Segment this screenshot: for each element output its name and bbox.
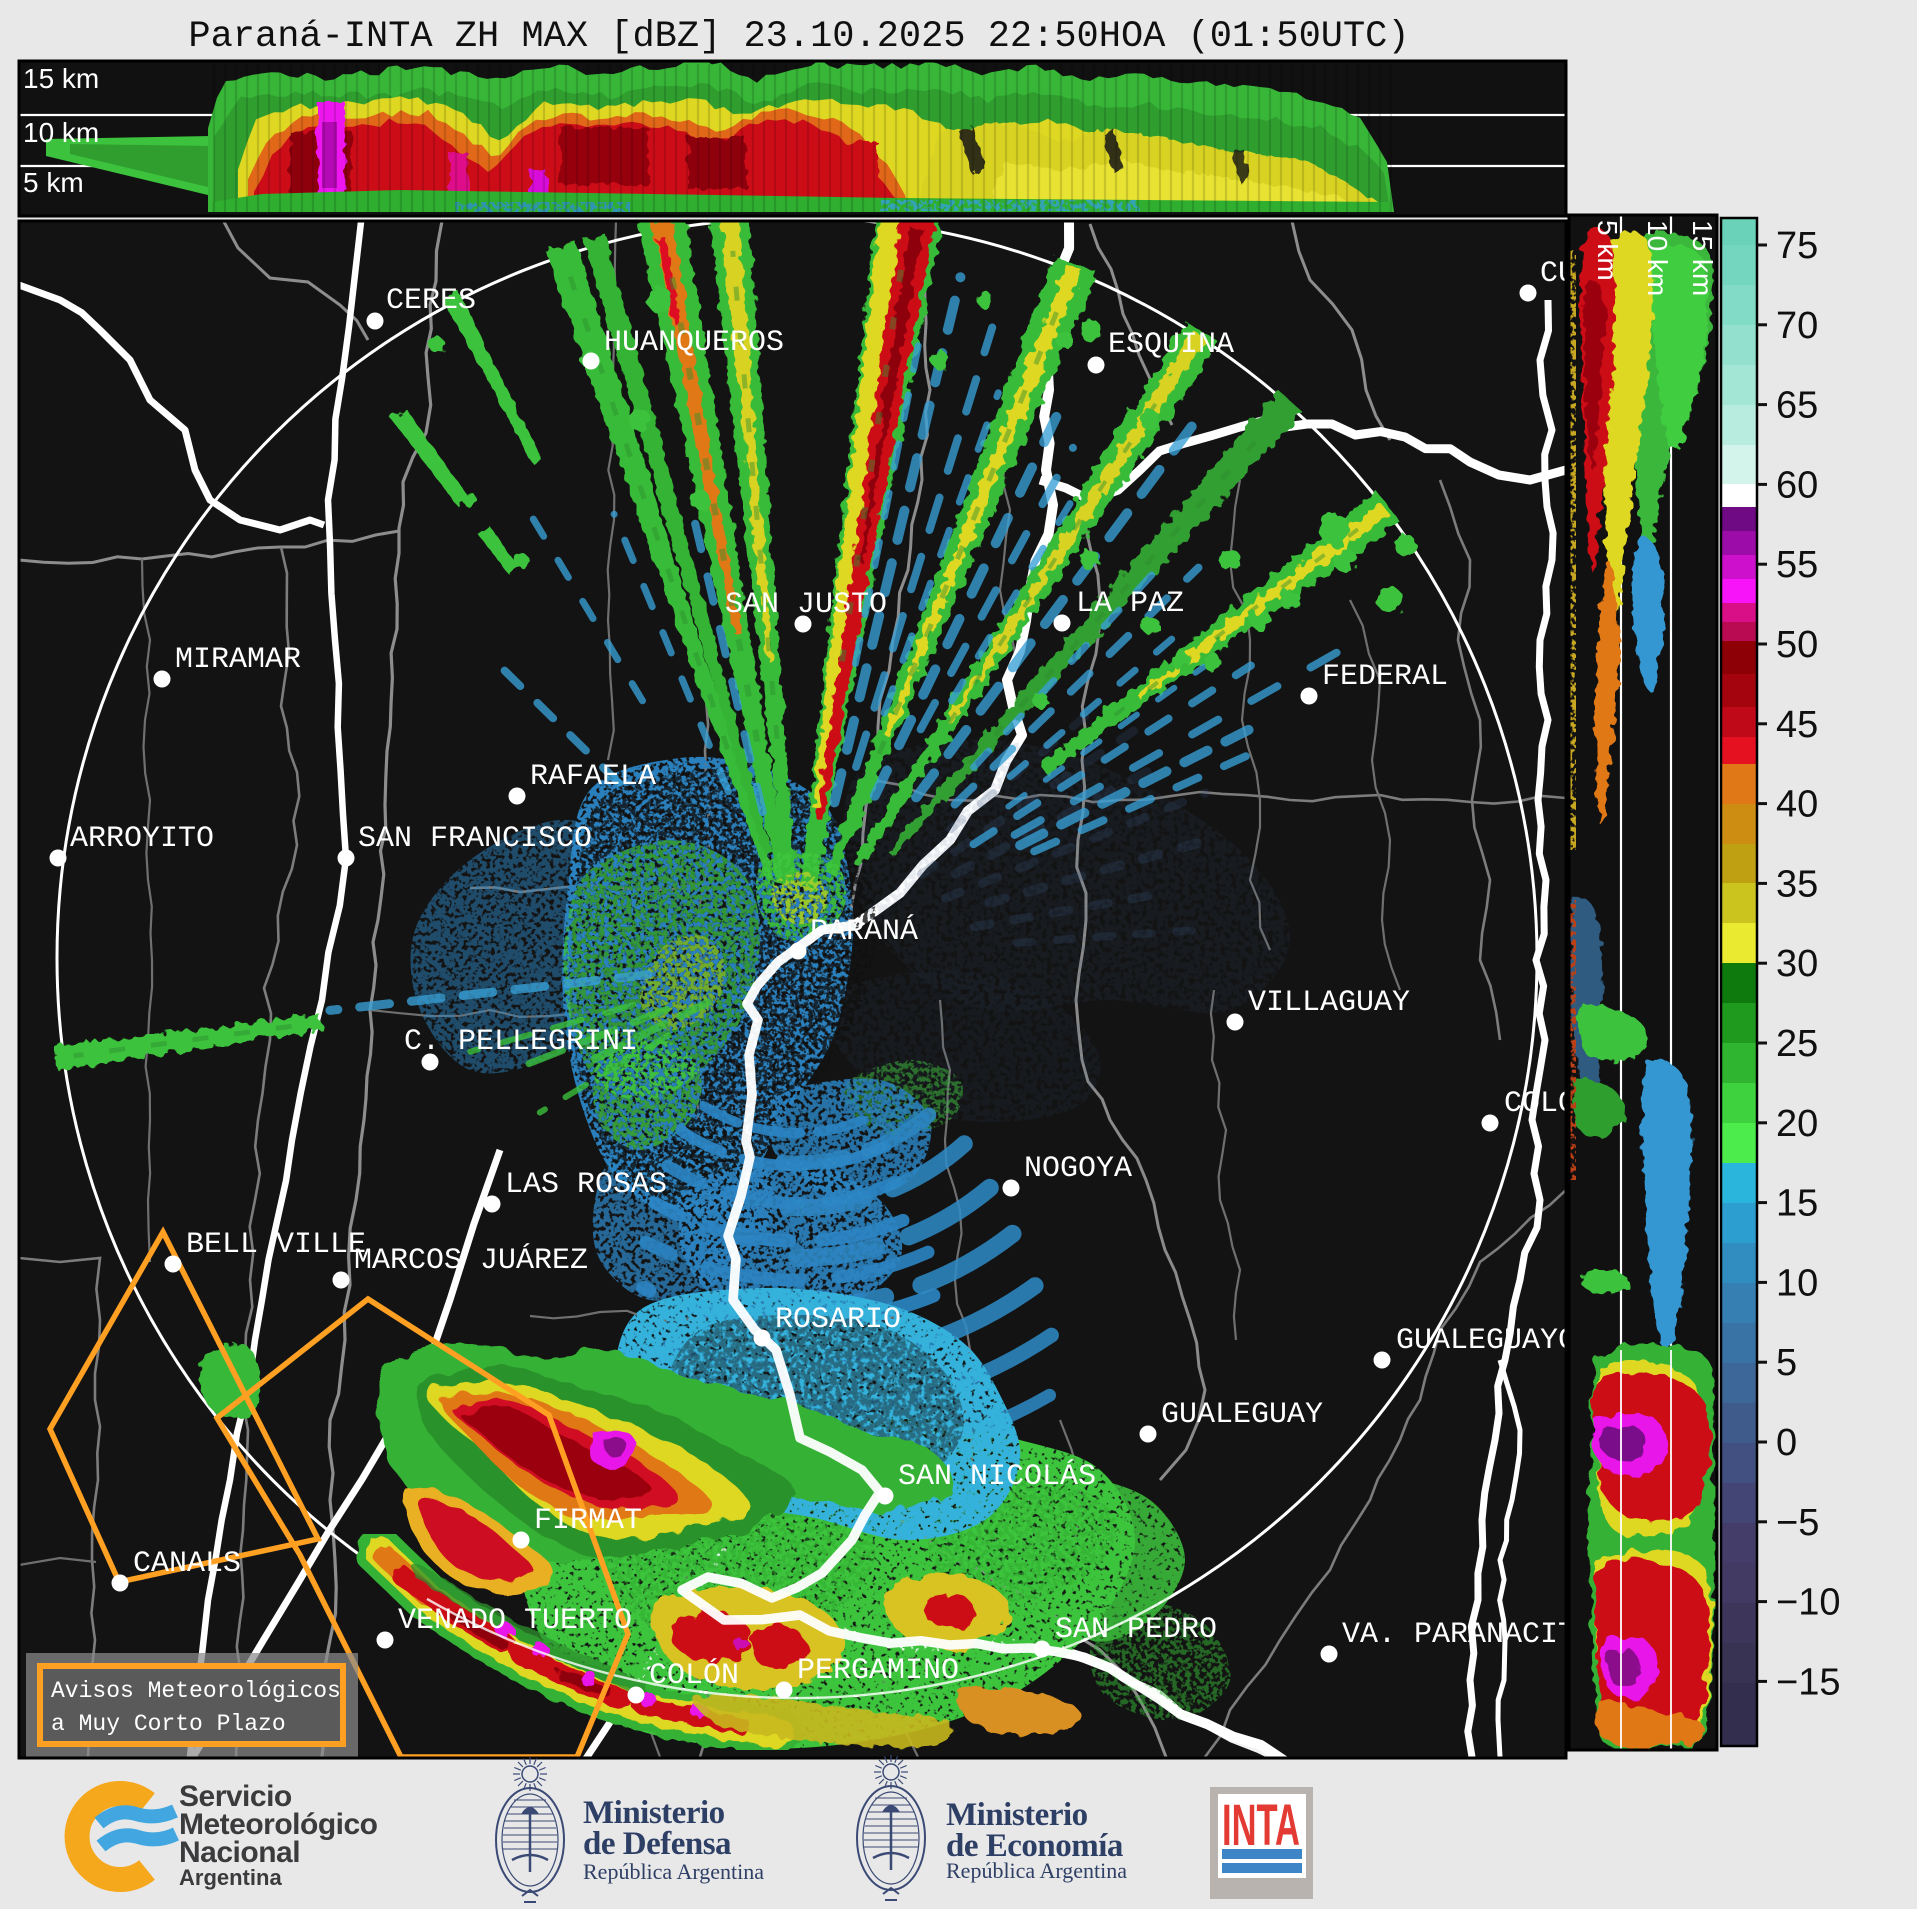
svg-text:VILLAGUAY: VILLAGUAY	[1248, 986, 1410, 1020]
svg-text:CURUZÚ: CURUZÚ	[1540, 256, 1648, 291]
svg-text:COLÓN: COLÓN	[649, 1658, 739, 1693]
svg-text:MARCOS JUÁREZ: MARCOS JUÁREZ	[354, 1243, 588, 1278]
svg-text:−15: −15	[1776, 1661, 1840, 1703]
svg-text:SAN PEDRO: SAN PEDRO	[1055, 1613, 1217, 1647]
svg-text:FIRMAT: FIRMAT	[534, 1504, 642, 1538]
svg-text:MIRAMAR: MIRAMAR	[175, 643, 301, 677]
svg-text:65: 65	[1776, 385, 1818, 427]
svg-text:Argentina: Argentina	[179, 1865, 282, 1890]
svg-text:50: 50	[1776, 624, 1818, 666]
svg-text:BELL VILLE: BELL VILLE	[186, 1228, 366, 1262]
svg-text:75: 75	[1776, 225, 1818, 267]
svg-text:Meteorológico: Meteorológico	[179, 1808, 378, 1841]
svg-text:PERGAMINO: PERGAMINO	[797, 1654, 959, 1688]
svg-text:Avisos Meteorológicos: Avisos Meteorológicos	[51, 1678, 341, 1704]
svg-text:Servicio: Servicio	[179, 1780, 292, 1813]
svg-text:45: 45	[1776, 704, 1818, 746]
svg-text:República Argentina: República Argentina	[946, 1858, 1127, 1883]
svg-text:a Muy Corto Plazo: a Muy Corto Plazo	[51, 1711, 286, 1737]
svg-text:NOGOYA: NOGOYA	[1024, 1152, 1132, 1186]
svg-text:60: 60	[1776, 464, 1818, 506]
svg-text:GUALEGUAY: GUALEGUAY	[1161, 1398, 1323, 1432]
svg-text:Paraná-INTA ZH MAX [dBZ] 23.10: Paraná-INTA ZH MAX [dBZ] 23.10.2025 22:5…	[188, 16, 1409, 58]
svg-text:VENADO TUERTO: VENADO TUERTO	[398, 1604, 632, 1638]
svg-text:−5: −5	[1776, 1502, 1819, 1544]
svg-text:0: 0	[1776, 1422, 1797, 1464]
svg-text:RAFAELA: RAFAELA	[530, 760, 656, 794]
svg-text:FEDERAL: FEDERAL	[1322, 660, 1448, 694]
svg-text:10 km: 10 km	[23, 117, 99, 148]
svg-text:ROSARIO: ROSARIO	[775, 1303, 901, 1337]
svg-text:de Defensa: de Defensa	[583, 1826, 731, 1862]
svg-text:SAN NICOLÁS: SAN NICOLÁS	[898, 1459, 1096, 1494]
svg-text:5 km: 5 km	[23, 167, 84, 198]
svg-text:SAN FRANCISCO: SAN FRANCISCO	[358, 822, 592, 856]
svg-text:70: 70	[1776, 305, 1818, 347]
svg-text:CERES: CERES	[386, 284, 476, 318]
svg-text:25: 25	[1776, 1023, 1818, 1065]
svg-text:COLÓN: COLÓN	[1504, 1086, 1594, 1121]
svg-text:HUANQUEROS: HUANQUEROS	[604, 326, 784, 360]
svg-text:LAS ROSAS: LAS ROSAS	[505, 1168, 667, 1202]
svg-text:INTA: INTA	[1222, 1793, 1300, 1858]
svg-text:C. PELLEGRINI: C. PELLEGRINI	[404, 1025, 638, 1059]
svg-text:10: 10	[1776, 1262, 1818, 1304]
svg-text:15: 15	[1776, 1183, 1818, 1225]
svg-text:15 km: 15 km	[1687, 220, 1718, 296]
svg-text:40: 40	[1776, 784, 1818, 826]
svg-text:35: 35	[1776, 863, 1818, 905]
svg-text:Ministerio: Ministerio	[946, 1797, 1088, 1833]
svg-text:5: 5	[1776, 1342, 1797, 1384]
svg-text:20: 20	[1776, 1103, 1818, 1145]
svg-text:Nacional: Nacional	[179, 1836, 300, 1869]
svg-text:30: 30	[1776, 943, 1818, 985]
svg-text:CANALS: CANALS	[133, 1547, 241, 1581]
svg-text:Ministerio: Ministerio	[583, 1795, 725, 1831]
svg-text:GUALEGUAYCHÚ: GUALEGUAYCHÚ	[1396, 1323, 1612, 1358]
svg-text:55: 55	[1776, 544, 1818, 586]
svg-text:República Argentina: República Argentina	[583, 1859, 764, 1884]
svg-text:SAN JUSTO: SAN JUSTO	[725, 588, 887, 622]
svg-text:LA PAZ: LA PAZ	[1076, 587, 1184, 621]
svg-text:−10: −10	[1776, 1582, 1840, 1624]
svg-text:ARROYITO: ARROYITO	[70, 822, 214, 856]
svg-text:ESQUINA: ESQUINA	[1108, 328, 1234, 362]
svg-text:15 km: 15 km	[23, 63, 99, 94]
svg-text:10 km: 10 km	[1642, 220, 1673, 296]
svg-text:PARANÁ: PARANÁ	[810, 914, 918, 949]
svg-text:de Economía: de Economía	[946, 1828, 1123, 1864]
svg-text:5 km: 5 km	[1592, 220, 1623, 281]
svg-text:VA. PARANACITO: VA. PARANACITO	[1342, 1618, 1594, 1652]
